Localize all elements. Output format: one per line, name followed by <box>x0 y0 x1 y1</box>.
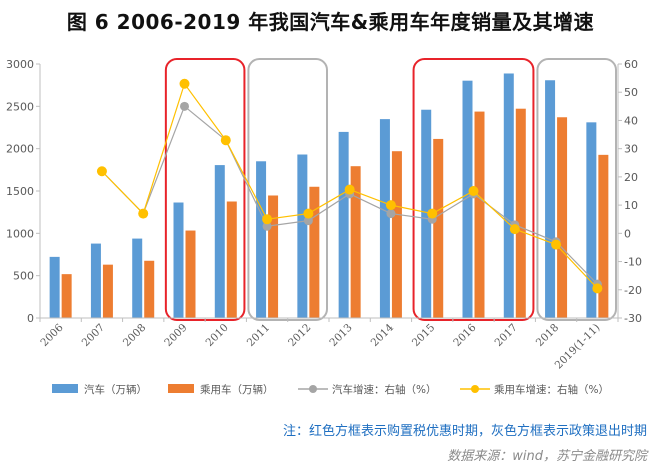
x-tick-label-2011: 2011 <box>245 322 272 349</box>
x-tick-label-2010: 2010 <box>204 322 231 349</box>
bar-auto-2010 <box>214 165 225 318</box>
bar-passenger-2016 <box>474 111 485 318</box>
right-tick-label-50: 50 <box>624 86 638 99</box>
x-tick-label-2006: 2006 <box>38 321 66 349</box>
x-tick-label-2007: 2007 <box>80 322 107 349</box>
point-passenger-growth-2008 <box>138 208 149 219</box>
bar-passenger-2008 <box>144 260 155 318</box>
legend-swatch-1 <box>52 384 78 393</box>
point-auto-growth-2012 <box>303 216 313 226</box>
point-passenger-growth-2016 <box>468 186 479 196</box>
legend-marker-3 <box>309 385 317 393</box>
point-passenger-growth-2010 <box>220 135 231 146</box>
legend-label-3: 汽车增速：右轴（%） <box>332 383 436 396</box>
point-passenger-growth-2007 <box>96 166 107 177</box>
bar-auto-2012 <box>297 154 308 318</box>
chart-note: 注：红色方框表示购置税优惠时期，灰色方框表示政策退出时期 <box>282 424 647 439</box>
bar-series <box>49 73 609 319</box>
x-tick-label-2017: 2017 <box>493 322 520 349</box>
bar-auto-2008 <box>132 238 143 318</box>
bar-auto-2016 <box>462 80 473 318</box>
point-auto-growth-2009 <box>180 101 189 111</box>
left-tick-label-500: 500 <box>13 270 34 283</box>
point-auto-growth-2011 <box>262 221 272 231</box>
legend-label-1: 汽车（万辆） <box>84 383 147 396</box>
bar-passenger-2010 <box>226 201 237 318</box>
bar-passenger-2009 <box>185 230 196 318</box>
x-tick-label-2018: 2018 <box>534 322 561 349</box>
point-passenger-growth-2017 <box>509 224 520 235</box>
legend-marker-4 <box>471 385 479 393</box>
right-tick-label-60: 60 <box>624 58 638 71</box>
bar-auto-2013 <box>338 131 349 318</box>
left-tick-label-1000: 1000 <box>6 227 34 240</box>
point-passenger-growth-2012 <box>303 208 314 219</box>
bar-passenger-2017 <box>515 108 526 318</box>
left-tick-label-3000: 3000 <box>6 58 34 71</box>
legend: 汽车（万辆） 乘用车（万辆） 汽车增速：右轴（%） 乘用车增速：右轴（%） <box>52 383 609 396</box>
right-tick-label-10: 10 <box>624 199 638 212</box>
point-passenger-growth-2015 <box>427 208 438 219</box>
right-tick-label-40: 40 <box>624 114 638 127</box>
bar-auto-2017 <box>503 73 514 318</box>
bar-auto-2007 <box>90 243 101 318</box>
point-passenger-growth-2009 <box>179 78 190 89</box>
right-tick-label-20: 20 <box>624 171 638 184</box>
chart-title: 图 6 2006-2019 年我国汽车&乘用车年度销量及其增速 <box>66 10 595 34</box>
bar-passenger-2012 <box>309 186 320 318</box>
left-tick-label-1500: 1500 <box>6 185 34 198</box>
x-tick-label-2016: 2016 <box>451 321 479 349</box>
right-tick-label--20: -20 <box>624 284 642 297</box>
bar-passenger-2011 <box>268 195 279 318</box>
bar-auto-2018 <box>545 80 556 318</box>
bar-passenger-2013 <box>350 166 361 318</box>
x-tick-label-2013: 2013 <box>327 322 354 349</box>
bar-passenger-2019(1-11) <box>598 154 609 318</box>
bar-passenger-2014 <box>391 151 402 318</box>
bar-auto-2011 <box>256 161 267 318</box>
legend-label-4: 乘用车增速：右轴（%） <box>494 383 609 396</box>
legend-label-2: 乘用车（万辆） <box>200 383 274 396</box>
bar-auto-2006 <box>49 256 60 318</box>
highlight-box-3 <box>412 58 535 321</box>
x-tick-label-2014: 2014 <box>369 321 397 349</box>
bar-auto-2009 <box>173 202 184 318</box>
x-tick-label-2009: 2009 <box>162 322 189 349</box>
right-tick-label--30: -30 <box>624 312 642 325</box>
right-tick-label-30: 30 <box>624 143 638 156</box>
line-series <box>96 78 603 294</box>
bar-passenger-2006 <box>61 274 72 318</box>
bar-auto-2014 <box>379 119 390 318</box>
bar-passenger-2007 <box>102 264 113 318</box>
left-tick-label-2500: 2500 <box>6 100 34 113</box>
chart-area: 0 500 1000 1500 2000 2500 3000 -30 -20 -10 0 10 20 30… <box>6 58 642 396</box>
x-tick-label-2012: 2012 <box>286 322 313 349</box>
bar-auto-2019(1-11) <box>586 122 597 319</box>
point-passenger-growth-2018 <box>551 239 562 250</box>
bar-passenger-2018 <box>557 117 568 318</box>
point-passenger-growth-2014 <box>385 200 396 211</box>
left-tick-label-0: 0 <box>27 312 34 325</box>
right-tick-label--10: -10 <box>624 256 642 269</box>
data-source: 数据来源：wind，苏宁金融研究院 <box>447 449 647 464</box>
point-passenger-growth-2011 <box>262 214 273 225</box>
point-passenger-growth-2019(1-11) <box>592 283 603 294</box>
legend-swatch-2 <box>168 384 194 393</box>
right-tick-label-0: 0 <box>624 227 631 240</box>
x-tick-label-2008: 2008 <box>121 322 148 349</box>
point-passenger-growth-2013 <box>344 184 355 195</box>
bar-auto-2015 <box>421 109 432 318</box>
left-tick-label-2000: 2000 <box>6 143 34 156</box>
x-tick-label-2015: 2015 <box>410 322 437 349</box>
point-auto-growth-2014 <box>386 209 396 219</box>
bar-passenger-2015 <box>433 138 444 318</box>
